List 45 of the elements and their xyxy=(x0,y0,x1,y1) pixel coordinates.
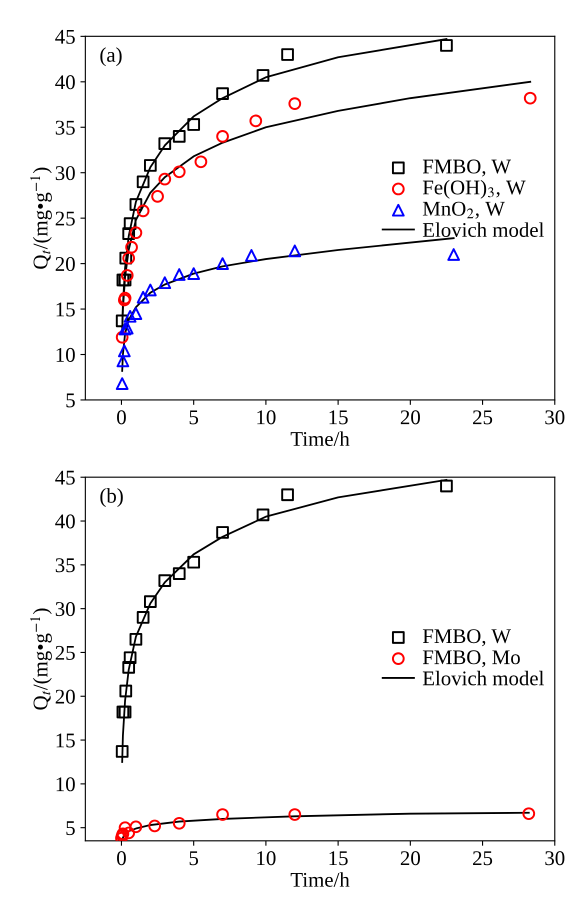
y-tick-label: 40 xyxy=(55,75,75,90)
x-tick-label: 30 xyxy=(545,851,564,866)
y-tick-label: 5 xyxy=(66,394,75,408)
legend-label: MnO$_{2}$, W xyxy=(422,202,505,219)
x-tick-label: 5 xyxy=(190,851,198,866)
x-tick-label: 5 xyxy=(190,410,198,424)
y-tick-label: 35 xyxy=(56,558,75,572)
y-tick-label: 15 xyxy=(56,734,75,748)
x-axis-title: Time/h xyxy=(290,872,350,887)
annotation: (a) xyxy=(100,47,122,66)
y-tick-label: 40 xyxy=(55,514,75,528)
x-tick-label: 0 xyxy=(117,851,126,866)
y-tick-label: 20 xyxy=(56,256,75,272)
x-tick-label: 20 xyxy=(400,851,420,866)
y-tick-label: 10 xyxy=(56,777,75,792)
x-tick-label: 0 xyxy=(117,410,126,424)
legend-label: Elovich model xyxy=(422,222,544,237)
y-tick-label: 30 xyxy=(56,166,75,180)
x-tick-label: 10 xyxy=(257,851,276,866)
y-tick-label: 45 xyxy=(55,30,75,44)
legend-label: Elovich model xyxy=(422,670,544,686)
x-tick-label: 15 xyxy=(330,410,348,424)
legend-label: Fe(OH)$_{3}$, W xyxy=(422,180,526,199)
x-tick-label: 10 xyxy=(257,410,276,424)
y-tick-label: 25 xyxy=(56,212,75,226)
y-axis-title: Q$_{t}$/(mg•g$^{−1}$) xyxy=(30,608,52,710)
x-axis-title: Time/h xyxy=(290,431,350,446)
annotation: (b) xyxy=(100,488,123,508)
y-tick-label: 10 xyxy=(56,348,75,362)
y-tick-label: 20 xyxy=(56,690,75,704)
x-tick-label: 15 xyxy=(330,851,348,866)
y-tick-label: 30 xyxy=(56,602,75,616)
y-tick-label: 15 xyxy=(56,302,75,316)
x-tick-label: 25 xyxy=(473,410,492,424)
x-tick-label: 30 xyxy=(545,410,564,424)
y-tick-label: 5 xyxy=(66,821,75,836)
y-tick-label: 25 xyxy=(56,646,75,660)
y-tick-label: 45 xyxy=(55,470,75,485)
y-tick-label: 35 xyxy=(56,120,75,135)
y-axis-title: Q$_{t}$/(mg•g$^{−1}$) xyxy=(30,168,52,269)
legend-label: FMBO, W xyxy=(422,629,512,646)
x-tick-label: 25 xyxy=(473,851,492,866)
legend-label: FMBO, Mo xyxy=(422,650,520,668)
x-tick-label: 20 xyxy=(400,410,420,424)
legend-label: FMBO, W xyxy=(422,160,512,177)
